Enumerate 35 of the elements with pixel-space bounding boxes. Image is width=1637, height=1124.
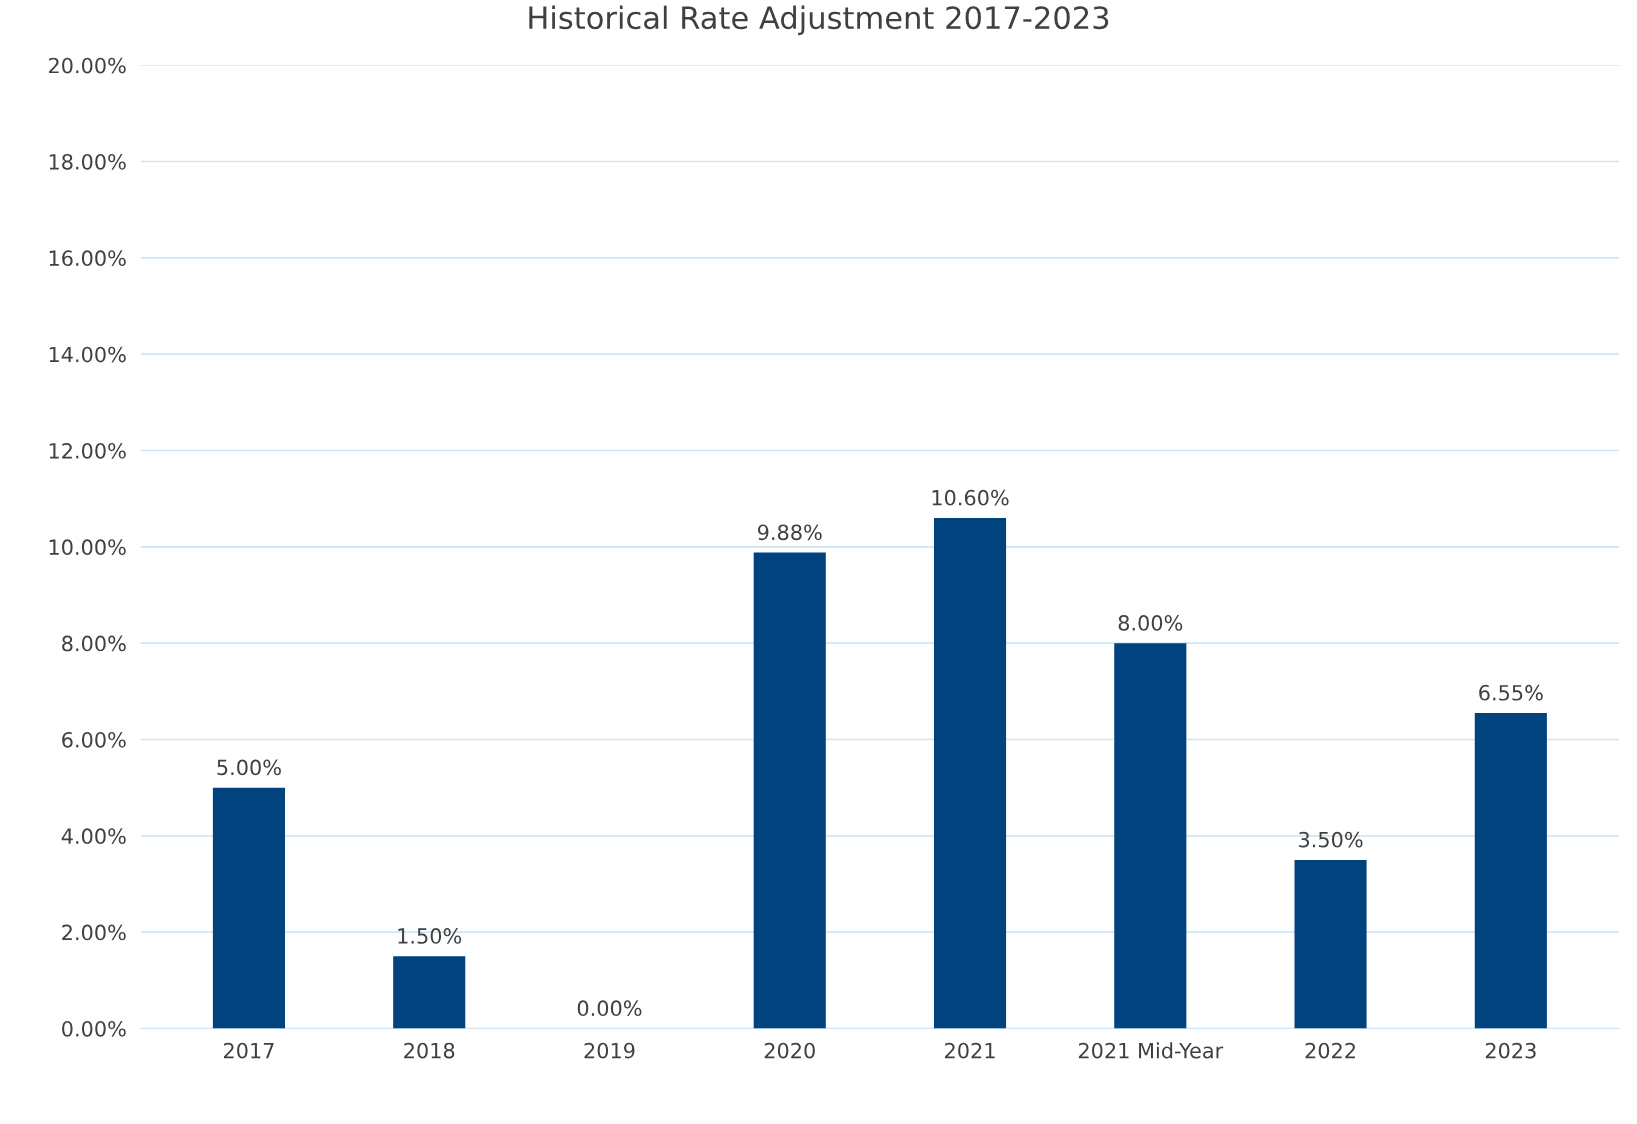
data-label: 0.00% — [577, 1000, 642, 1017]
y-tick-label: 10.00% — [49, 539, 126, 556]
y-tick-label: 18.00% — [49, 153, 126, 170]
x-tick-label: 2017 — [223, 1042, 274, 1059]
y-tick-label: 2.00% — [62, 924, 126, 941]
data-label: 8.00% — [1118, 615, 1183, 631]
y-tick-label: 0.00% — [62, 1020, 126, 1037]
bar — [753, 552, 826, 1029]
chart-title: Historical Rate Adjustment 2017-2023 — [529, 5, 1109, 36]
data-label: 10.60% — [932, 489, 1009, 506]
x-tick-label: 2020 — [764, 1042, 815, 1059]
x-tick-label: 2022 — [1305, 1042, 1355, 1059]
bar — [1294, 859, 1367, 1029]
data-label: 6.55% — [1479, 684, 1543, 701]
y-tick-label: 8.00% — [62, 635, 126, 652]
data-label: 1.50% — [398, 928, 462, 944]
x-tick-label: 2019 — [584, 1042, 635, 1059]
bar — [933, 517, 1007, 1029]
bar — [1114, 643, 1187, 1029]
bar — [1474, 712, 1547, 1029]
y-tick-label: 6.00% — [62, 731, 126, 748]
y-tick-label: 16.00% — [49, 250, 126, 267]
data-label: 5.00% — [217, 759, 281, 776]
x-tick-label: 2021 Mid-Year — [1078, 1042, 1224, 1059]
y-tick-label: 14.00% — [49, 346, 126, 363]
x-tick-label: 2021 — [945, 1042, 995, 1059]
y-tick-label: 12.00% — [49, 442, 126, 459]
x-tick-label: 2023 — [1485, 1042, 1536, 1059]
data-label: 9.88% — [757, 524, 822, 541]
y-tick-label: 4.00% — [61, 828, 126, 845]
bar — [393, 956, 466, 1029]
y-tick-label: 20.00% — [48, 57, 126, 74]
x-tick-label: 2018 — [404, 1042, 455, 1059]
bar — [212, 787, 285, 1029]
data-label: 3.50% — [1299, 831, 1363, 848]
